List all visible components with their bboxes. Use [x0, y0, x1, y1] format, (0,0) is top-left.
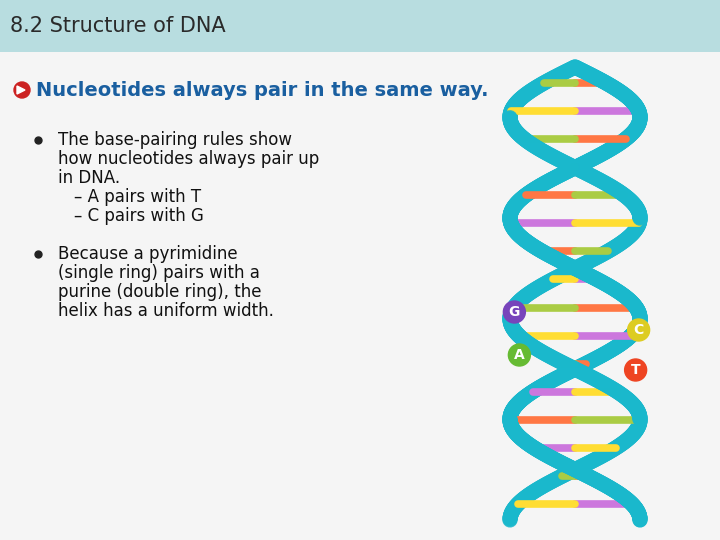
Circle shape — [14, 82, 30, 98]
Text: C: C — [634, 323, 644, 337]
Text: G: G — [508, 305, 520, 319]
Text: (single ring) pairs with a: (single ring) pairs with a — [58, 264, 260, 282]
Text: Because a pyrimidine: Because a pyrimidine — [58, 245, 238, 263]
Circle shape — [508, 344, 531, 366]
Polygon shape — [17, 86, 25, 94]
Text: The base-pairing rules show: The base-pairing rules show — [58, 131, 292, 149]
Text: purine (double ring), the: purine (double ring), the — [58, 283, 261, 301]
Text: T: T — [631, 363, 641, 377]
Text: how nucleotides always pair up: how nucleotides always pair up — [58, 150, 319, 168]
Text: A: A — [514, 348, 525, 362]
Circle shape — [628, 319, 649, 341]
Text: in DNA.: in DNA. — [58, 169, 120, 187]
Circle shape — [503, 301, 526, 323]
Text: – A pairs with T: – A pairs with T — [74, 188, 201, 206]
Text: 8.2 Structure of DNA: 8.2 Structure of DNA — [10, 16, 225, 36]
Circle shape — [625, 359, 647, 381]
Text: – C pairs with G: – C pairs with G — [74, 207, 204, 225]
Text: helix has a uniform width.: helix has a uniform width. — [58, 302, 274, 320]
Text: Nucleotides always pair in the same way.: Nucleotides always pair in the same way. — [36, 80, 488, 99]
FancyBboxPatch shape — [0, 0, 720, 52]
